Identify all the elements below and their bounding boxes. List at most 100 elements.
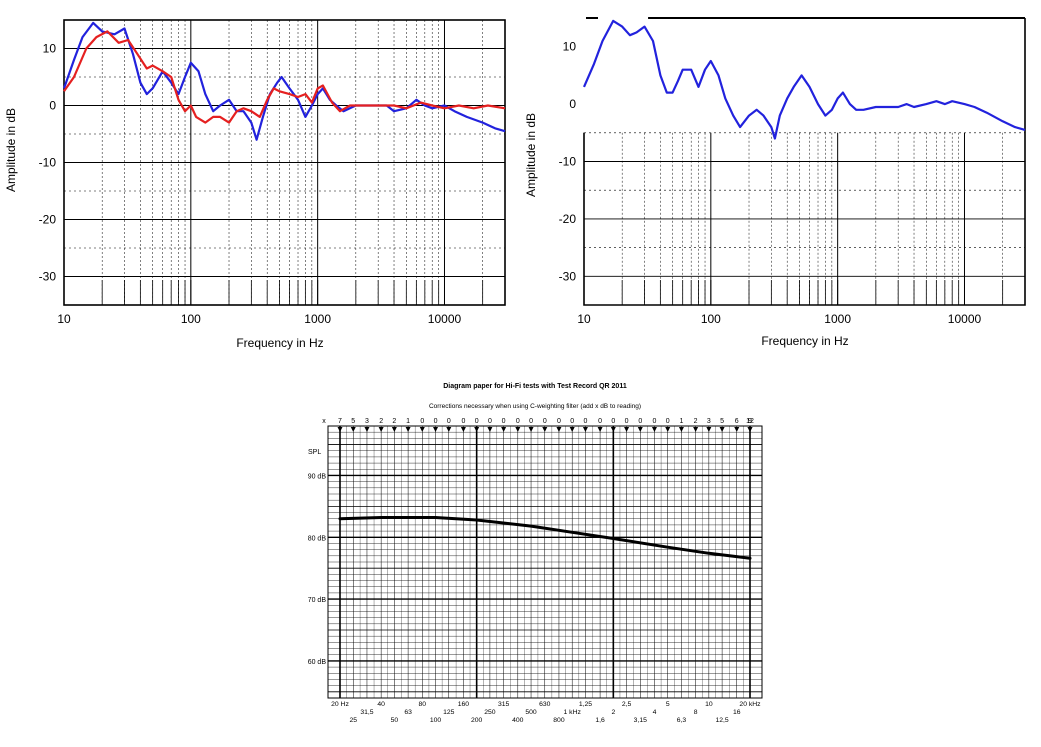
correction-value: 2 [392,418,396,425]
left-y-tick-label: 10 [43,42,57,56]
right-y-tick-label: 0 [569,97,576,111]
right-y-axis-label: Amplitude in dB [524,113,538,197]
correction-value: 0 [447,418,451,425]
correction-x-marker: x [322,418,326,425]
correction-value: 3 [707,418,711,425]
frequency-label: 20 kHz [739,701,761,708]
frequency-label: 1 kHz [564,709,582,716]
frequency-label: 2 [611,709,615,716]
correction-value: 1 [679,418,683,425]
diagram-grid [327,425,763,699]
right-x-tick-label: 100 [701,312,721,326]
left-chart-svg: 100-10-20-30 10 100 1000 10000 Amplitude in… [4,19,506,350]
db-label: 60 dB [308,659,327,666]
left-x-tick-label: 10 [57,312,71,326]
frequency-label: 80 [419,701,427,708]
frequency-label: 1,6 [595,717,605,724]
diagram-paper: Diagram paper for Hi-Fi tests with Test … [300,378,770,742]
correction-value: 0 [625,418,629,425]
frequency-label: 16 [733,709,741,716]
correction-value: 0 [557,418,561,425]
frequency-label: 40 [377,701,385,708]
correction-value: 0 [475,418,479,425]
correction-value: 1 [406,418,410,425]
left-x-axis-label: Frequency in Hz [236,336,323,350]
frequency-label: 6,3 [677,717,687,724]
left-x-tick-labels: 10 100 1000 10000 [57,312,461,326]
correction-value: 7 [338,418,342,425]
right-series [582,19,1026,140]
correction-value: 0 [529,418,533,425]
frequency-label: 3,15 [634,717,647,724]
right-y-tick-label: 10 [563,40,577,54]
frequency-label: 5 [666,701,670,708]
spl-label: SPL [308,449,321,456]
diagram-title: Diagram paper for Hi-Fi tests with Test … [443,383,627,390]
frequency-label: 8 [694,709,698,716]
frequency-labels: 20 Hz 40 80 160 315 630 1,25 2,5 5 10 20 kHz 31,5 63… [331,701,761,724]
frequency-label: 4 [653,709,657,716]
frequency-label: 160 [458,701,470,708]
right-x-tick-label: 10 [577,312,591,326]
right-x-axis-label: Frequency in Hz [761,334,848,348]
right-grid [583,17,1026,306]
correction-value: 12 [746,418,754,425]
left-series-line-1 [63,30,506,124]
left-series [62,21,506,141]
diagram-subtitle: Corrections necessary when using C-weigh… [429,403,641,410]
left-x-tick-label: 10000 [428,312,462,326]
diagram-curve [338,516,752,560]
frequency-label: 2,5 [622,701,632,708]
correction-value: 3 [365,418,369,425]
correction-value: 2 [694,418,698,425]
db-label: 70 dB [308,597,327,604]
left-y-tick-label: 0 [49,99,56,113]
correction-value: 0 [583,418,587,425]
db-label: 80 dB [308,535,327,542]
right-x-tick-label: 10000 [948,312,982,326]
frequency-label: 63 [404,709,412,716]
correction-value: 0 [611,418,615,425]
correction-value: 6 [735,418,739,425]
correction-value: 0 [653,418,657,425]
frequency-label: 630 [539,701,551,708]
frequency-label: 500 [525,709,537,716]
correction-values: 7 5 3 2 2 1 0 0 0 0 0 0 0 0 0 0 0 0 0 0 0 0 0 0 0 1 2 3 5 6 912 [337,418,754,432]
left-x-tick-label: 1000 [304,312,331,326]
left-y-axis-label: Amplitude in dB [4,108,18,192]
diagram-curve-line-0 [338,516,752,560]
correction-value: 0 [638,418,642,425]
frequency-label: 315 [498,701,510,708]
correction-value: 0 [461,418,465,425]
left-y-tick-label: -20 [39,213,57,227]
frequency-label: 25 [349,717,357,724]
db-label: 90 dB [308,473,327,480]
diagram-paper-svg: Diagram paper for Hi-Fi tests with Test … [308,383,763,724]
db-labels: 90 dB 80 dB 70 dB 60 dB [308,473,327,665]
left-chart: 10 0 -10 -20 -30 10 100 1000 10000 Amplitude in… [0,0,520,370]
correction-value: 0 [420,418,424,425]
left-y-tick-label: -10 [39,156,57,170]
left-frame [63,19,506,306]
frequency-label: 12,5 [715,717,728,724]
correction-value: 0 [570,418,574,425]
left-y-tick-labels: 10 0 -10 -20 -30 [39,42,57,284]
correction-value: 0 [666,418,670,425]
right-x-tick-label: 1000 [824,312,851,326]
left-grid [63,19,506,306]
correction-value: 5 [720,418,724,425]
frequency-label: 10 [705,701,713,708]
correction-value: 9 [748,418,752,425]
frequency-label: 50 [391,717,399,724]
frequency-label: 100 [430,717,442,724]
correction-value: 0 [543,418,547,425]
correction-value: 2 [379,418,383,425]
correction-value: 0 [434,418,438,425]
right-x-tick-labels: 10 100 1000 10000 [577,312,981,326]
frequency-label: 1,25 [579,701,592,708]
frequency-label: 31,5 [360,709,373,716]
frequency-label: 125 [443,709,455,716]
right-chart-svg: 100-10-20-30 10 100 1000 10000 Amplitude in… [524,17,1026,348]
frequency-label: 200 [471,717,483,724]
left-x-tick-label: 100 [181,312,201,326]
